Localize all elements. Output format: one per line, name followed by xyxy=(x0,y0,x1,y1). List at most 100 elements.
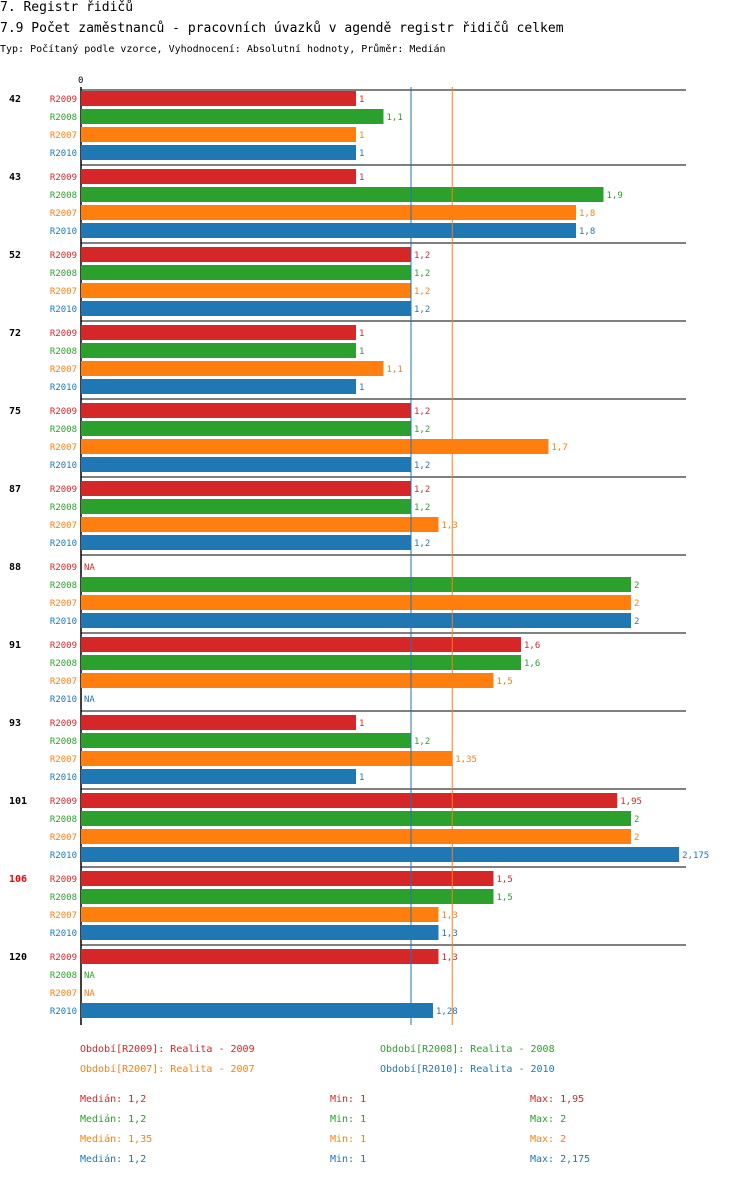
bar-value-label: 1 xyxy=(359,131,364,141)
series-label: R2008 xyxy=(50,581,77,591)
bar xyxy=(81,247,411,262)
bar-value-label: 1,1 xyxy=(387,365,403,375)
bar-value-label: 1 xyxy=(359,347,364,357)
bar-value-label: 1,6 xyxy=(524,641,540,651)
stat-max-r2008: Max: 2 xyxy=(530,1114,567,1125)
series-label: R2009 xyxy=(50,953,77,963)
bar-value-label: NA xyxy=(84,695,95,705)
series-label: R2007 xyxy=(50,833,77,843)
bar xyxy=(81,301,411,316)
bar-value-label: 1 xyxy=(359,773,364,783)
bar xyxy=(81,637,521,652)
bar xyxy=(81,481,411,496)
x-axis-tick-label: 0 xyxy=(78,76,83,86)
series-label: R2009 xyxy=(50,407,77,417)
bar-value-label: 1,1 xyxy=(387,113,403,123)
stat-max-r2009: Max: 1,95 xyxy=(530,1094,585,1105)
bar-value-label: 1 xyxy=(359,383,364,393)
bar xyxy=(81,457,411,472)
series-label: R2007 xyxy=(50,755,77,765)
stat-median-r2010: Medián: 1,2 xyxy=(80,1154,147,1165)
bar-value-label: 1,9 xyxy=(607,191,623,201)
bar xyxy=(81,343,356,358)
bar-value-label: 1,2 xyxy=(414,539,430,549)
bar xyxy=(81,577,631,592)
bar-value-label: 1,2 xyxy=(414,737,430,747)
bar xyxy=(81,283,411,298)
stat-min-r2009: Min: 1 xyxy=(330,1094,367,1105)
series-label: R2010 xyxy=(50,773,77,783)
series-label: R2009 xyxy=(50,251,77,261)
bar-value-label: 1,7 xyxy=(552,443,568,453)
series-label: R2008 xyxy=(50,503,77,513)
bar-value-label: 2 xyxy=(634,617,639,627)
bar xyxy=(81,751,453,766)
bar xyxy=(81,811,631,826)
bar xyxy=(81,421,411,436)
bar-value-label: 1 xyxy=(359,329,364,339)
series-label: R2007 xyxy=(50,599,77,609)
bar xyxy=(81,265,411,280)
series-label: R2008 xyxy=(50,893,77,903)
bar-value-label: 2 xyxy=(634,581,639,591)
bar-value-label: 1,2 xyxy=(414,251,430,261)
chart-description: Typ: Počítaný podle vzorce, Vyhodnocení:… xyxy=(0,44,446,55)
bar-value-label: 2 xyxy=(634,833,639,843)
bar-value-label: 1,2 xyxy=(414,305,430,315)
bar-value-label: NA xyxy=(84,563,95,573)
bar xyxy=(81,595,631,610)
bar xyxy=(81,439,549,454)
bar-value-label: 1,95 xyxy=(620,797,642,807)
bar xyxy=(81,145,356,160)
series-label: R2010 xyxy=(50,695,77,705)
bar xyxy=(81,535,411,550)
stat-median-r2008: Medián: 1,2 xyxy=(80,1114,147,1125)
series-label: R2009 xyxy=(50,485,77,495)
bar xyxy=(81,205,576,220)
series-label: R2007 xyxy=(50,989,77,999)
bar xyxy=(81,871,494,886)
bar-value-label: 1,3 xyxy=(442,911,458,921)
bar xyxy=(81,655,521,670)
bar-value-label: 1,5 xyxy=(497,893,513,903)
bar-value-label: 1 xyxy=(359,719,364,729)
group-label: 101 xyxy=(9,796,27,807)
bar xyxy=(81,1003,433,1018)
bar-value-label: 1 xyxy=(359,95,364,105)
bar-value-label: 1 xyxy=(359,149,364,159)
bar-value-label: NA xyxy=(84,989,95,999)
legend-period-r2007: Období[R2007]: Realita - 2007 xyxy=(80,1064,255,1075)
bar xyxy=(81,613,631,628)
series-label: R2009 xyxy=(50,95,77,105)
bar-value-label: 1 xyxy=(359,173,364,183)
series-label: R2009 xyxy=(50,641,77,651)
bar-value-label: 2,175 xyxy=(682,851,709,861)
series-label: R2008 xyxy=(50,971,77,981)
series-label: R2007 xyxy=(50,131,77,141)
group-label: 75 xyxy=(9,406,21,417)
series-label: R2008 xyxy=(50,425,77,435)
bar xyxy=(81,673,494,688)
group-label: 52 xyxy=(9,250,21,261)
series-label: R2010 xyxy=(50,929,77,939)
series-label: R2010 xyxy=(50,383,77,393)
bar xyxy=(81,793,618,808)
bar-value-label: 1,3 xyxy=(442,953,458,963)
bar-value-label: 1,8 xyxy=(579,227,595,237)
bar xyxy=(81,187,604,202)
group-label: 43 xyxy=(9,172,21,183)
series-label: R2010 xyxy=(50,1007,77,1017)
bar-value-label: 1,6 xyxy=(524,659,540,669)
group-label: 120 xyxy=(9,952,27,963)
series-label: R2007 xyxy=(50,209,77,219)
series-label: R2010 xyxy=(50,851,77,861)
series-label: R2007 xyxy=(50,365,77,375)
series-label: R2007 xyxy=(50,677,77,687)
series-label: R2007 xyxy=(50,911,77,921)
bar xyxy=(81,769,356,784)
series-label: R2008 xyxy=(50,737,77,747)
series-label: R2009 xyxy=(50,875,77,885)
bar-value-label: 1,8 xyxy=(579,209,595,219)
bar xyxy=(81,733,411,748)
chart-title: 7.9 Počet zaměstnanců - pracovních úvazk… xyxy=(0,21,564,36)
